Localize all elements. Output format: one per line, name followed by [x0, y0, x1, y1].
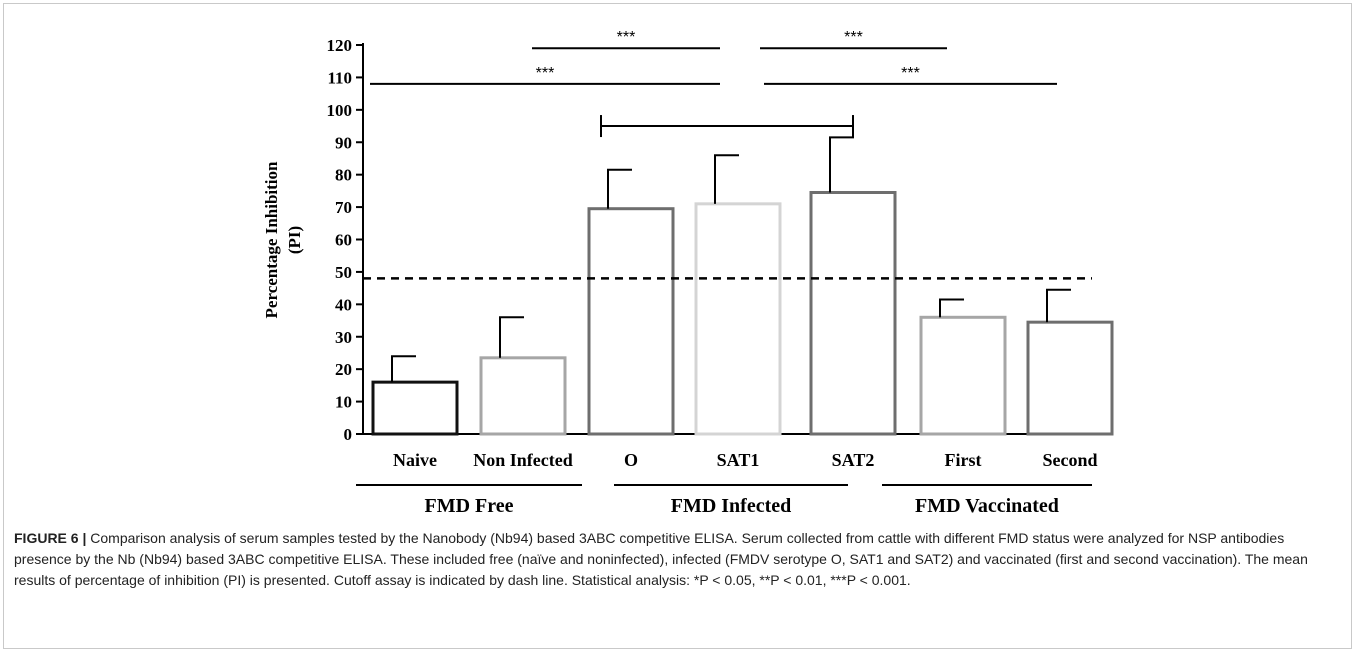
x-tick-label: Second	[1042, 450, 1097, 470]
bar	[1026, 320, 1114, 436]
x-tick-label: SAT1	[717, 450, 760, 470]
bar	[371, 380, 459, 436]
y-tick-label: 10	[335, 393, 352, 412]
figure-label: FIGURE 6 |	[14, 530, 87, 546]
y-tick-label: 80	[335, 166, 352, 185]
bar-chart: 0 10 20 30 40 50 60 70 80 90 100 110 120 Percentage I…	[262, 29, 1114, 517]
caption-text: Comparison analysis of serum samples tes…	[14, 530, 1308, 588]
bar	[809, 190, 897, 436]
figure-caption: FIGURE 6 | Comparison analysis of serum …	[14, 528, 1339, 591]
y-tick-label: 100	[327, 101, 353, 120]
group-label: FMD Vaccinated	[915, 495, 1059, 517]
significance-label: ***	[901, 65, 920, 82]
x-tick-label: Non Infected	[473, 450, 573, 470]
x-tick-label: First	[945, 450, 982, 470]
figure-frame	[3, 3, 1352, 649]
bar	[587, 207, 675, 436]
y-tick-label: 120	[327, 36, 353, 55]
y-tick-label: 60	[335, 231, 352, 250]
x-tick-label: Naive	[393, 450, 437, 470]
y-axis-label: Percentage Inhibition	[262, 161, 281, 318]
group-label: FMD Free	[424, 495, 513, 517]
significance-label: ***	[844, 29, 863, 46]
y-tick-label: 30	[335, 328, 352, 347]
y-tick-label: 50	[335, 263, 352, 282]
group-label: FMD Infected	[671, 495, 792, 517]
x-tick-label: SAT2	[832, 450, 875, 470]
x-tick-label: O	[624, 450, 638, 470]
y-tick-label: 0	[344, 425, 353, 444]
bar	[919, 315, 1007, 436]
y-tick-label: 20	[335, 360, 352, 379]
y-tick-label: 70	[335, 198, 352, 217]
significance-label: ***	[536, 65, 555, 82]
significance-label: ***	[617, 29, 636, 46]
y-tick-label: 40	[335, 295, 352, 314]
y-tick-label: 110	[327, 68, 352, 87]
bar	[479, 356, 567, 436]
y-axis-label-unit: (PI)	[285, 226, 304, 254]
y-tick-label: 90	[335, 133, 352, 152]
bar	[694, 202, 782, 436]
